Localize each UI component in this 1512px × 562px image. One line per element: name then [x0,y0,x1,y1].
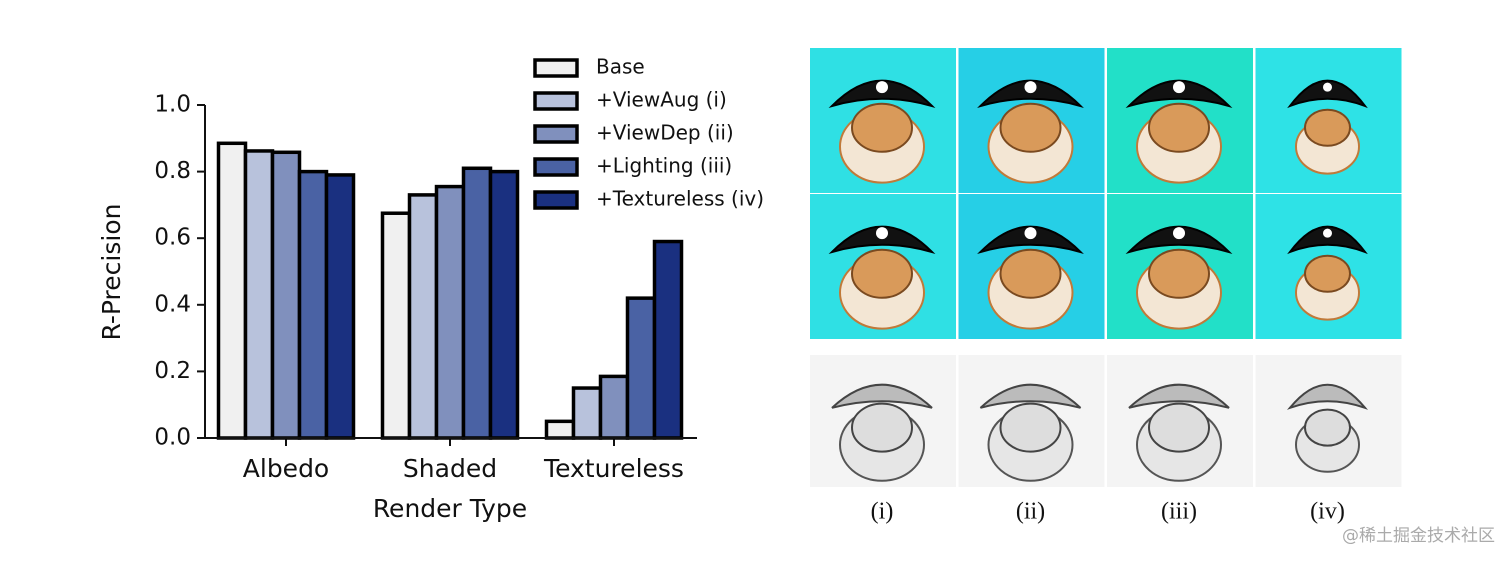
bar [407,193,439,440]
y-tick-label: 0.0 [154,425,191,451]
x-tick-label: Textureless [543,454,684,483]
y-tick-label: 0.2 [154,358,191,384]
skull [876,227,888,240]
dog-head [851,402,913,453]
x-axis-label: Render Type [373,494,527,523]
dog-head [999,248,1062,299]
y-tick-label: 1.0 [154,92,191,118]
bar [216,141,248,440]
legend-swatch [533,157,579,177]
skull [1173,81,1185,94]
bar [652,239,684,440]
pirate-hat [1287,225,1368,255]
legend-swatch [533,124,579,144]
bar [270,150,302,440]
bar [434,184,466,440]
legend-label: +ViewAug (i) [596,88,727,112]
pirate-hat [1287,79,1368,109]
bar [297,169,329,440]
x-tick-label: Albedo [243,454,329,483]
bar [571,386,603,440]
y-tick-label: 0.4 [154,291,191,317]
legend-label: +Textureless (iv) [596,187,764,211]
image-grid: (i) (ii) (iii) (iv) [810,48,1402,525]
dog-head [1304,408,1351,447]
skull [1024,227,1037,240]
dog-head [1304,254,1351,293]
dog-head [999,102,1062,153]
bar [625,296,657,440]
pirate-hat [1125,79,1233,109]
pirate-hat [828,79,936,109]
legend-swatch [533,190,579,210]
legend-swatch [533,91,579,111]
bar [243,149,275,440]
bar [380,211,412,440]
y-tick-label: 0.8 [154,158,191,184]
skull [876,81,888,94]
dog-head [851,248,913,299]
pirate-hat [977,79,1084,109]
skull [1323,82,1332,92]
y-tick-label: 0.6 [154,225,191,251]
legend-label: Base [596,55,645,79]
pirate-hat [977,225,1084,255]
legend-swatch [533,58,579,78]
pirate-hat [1286,383,1369,410]
pirate-hat [828,225,936,255]
panel-label: (iii) [1161,499,1197,525]
dog-head [1148,102,1210,153]
pirate-hat [1128,383,1230,409]
panel-label: (iv) [1310,499,1345,525]
pirate-hat [979,383,1082,409]
dog-head [1304,108,1351,147]
panel-label: (i) [871,499,894,525]
bar [598,374,630,440]
bar [488,169,520,440]
pirate-hat [1125,225,1233,255]
bar [324,173,356,440]
skull [1323,228,1332,238]
legend-label: +ViewDep (ii) [596,121,734,145]
watermark: @稀土掘金技术社区 [1342,526,1495,546]
pirate-hat [831,383,933,409]
panel-label: (ii) [1016,499,1045,525]
dog-head [851,102,913,153]
bar [544,419,576,440]
dog-head [1148,248,1210,299]
x-tick-label: Shaded [403,454,497,483]
skull [1024,81,1037,94]
dog-head [999,402,1062,453]
dog-head [1148,402,1210,453]
skull [1173,227,1185,240]
y-axis-label: R-Precision [97,204,126,341]
legend-label: +Lighting (iii) [596,154,732,178]
bar [461,166,493,440]
